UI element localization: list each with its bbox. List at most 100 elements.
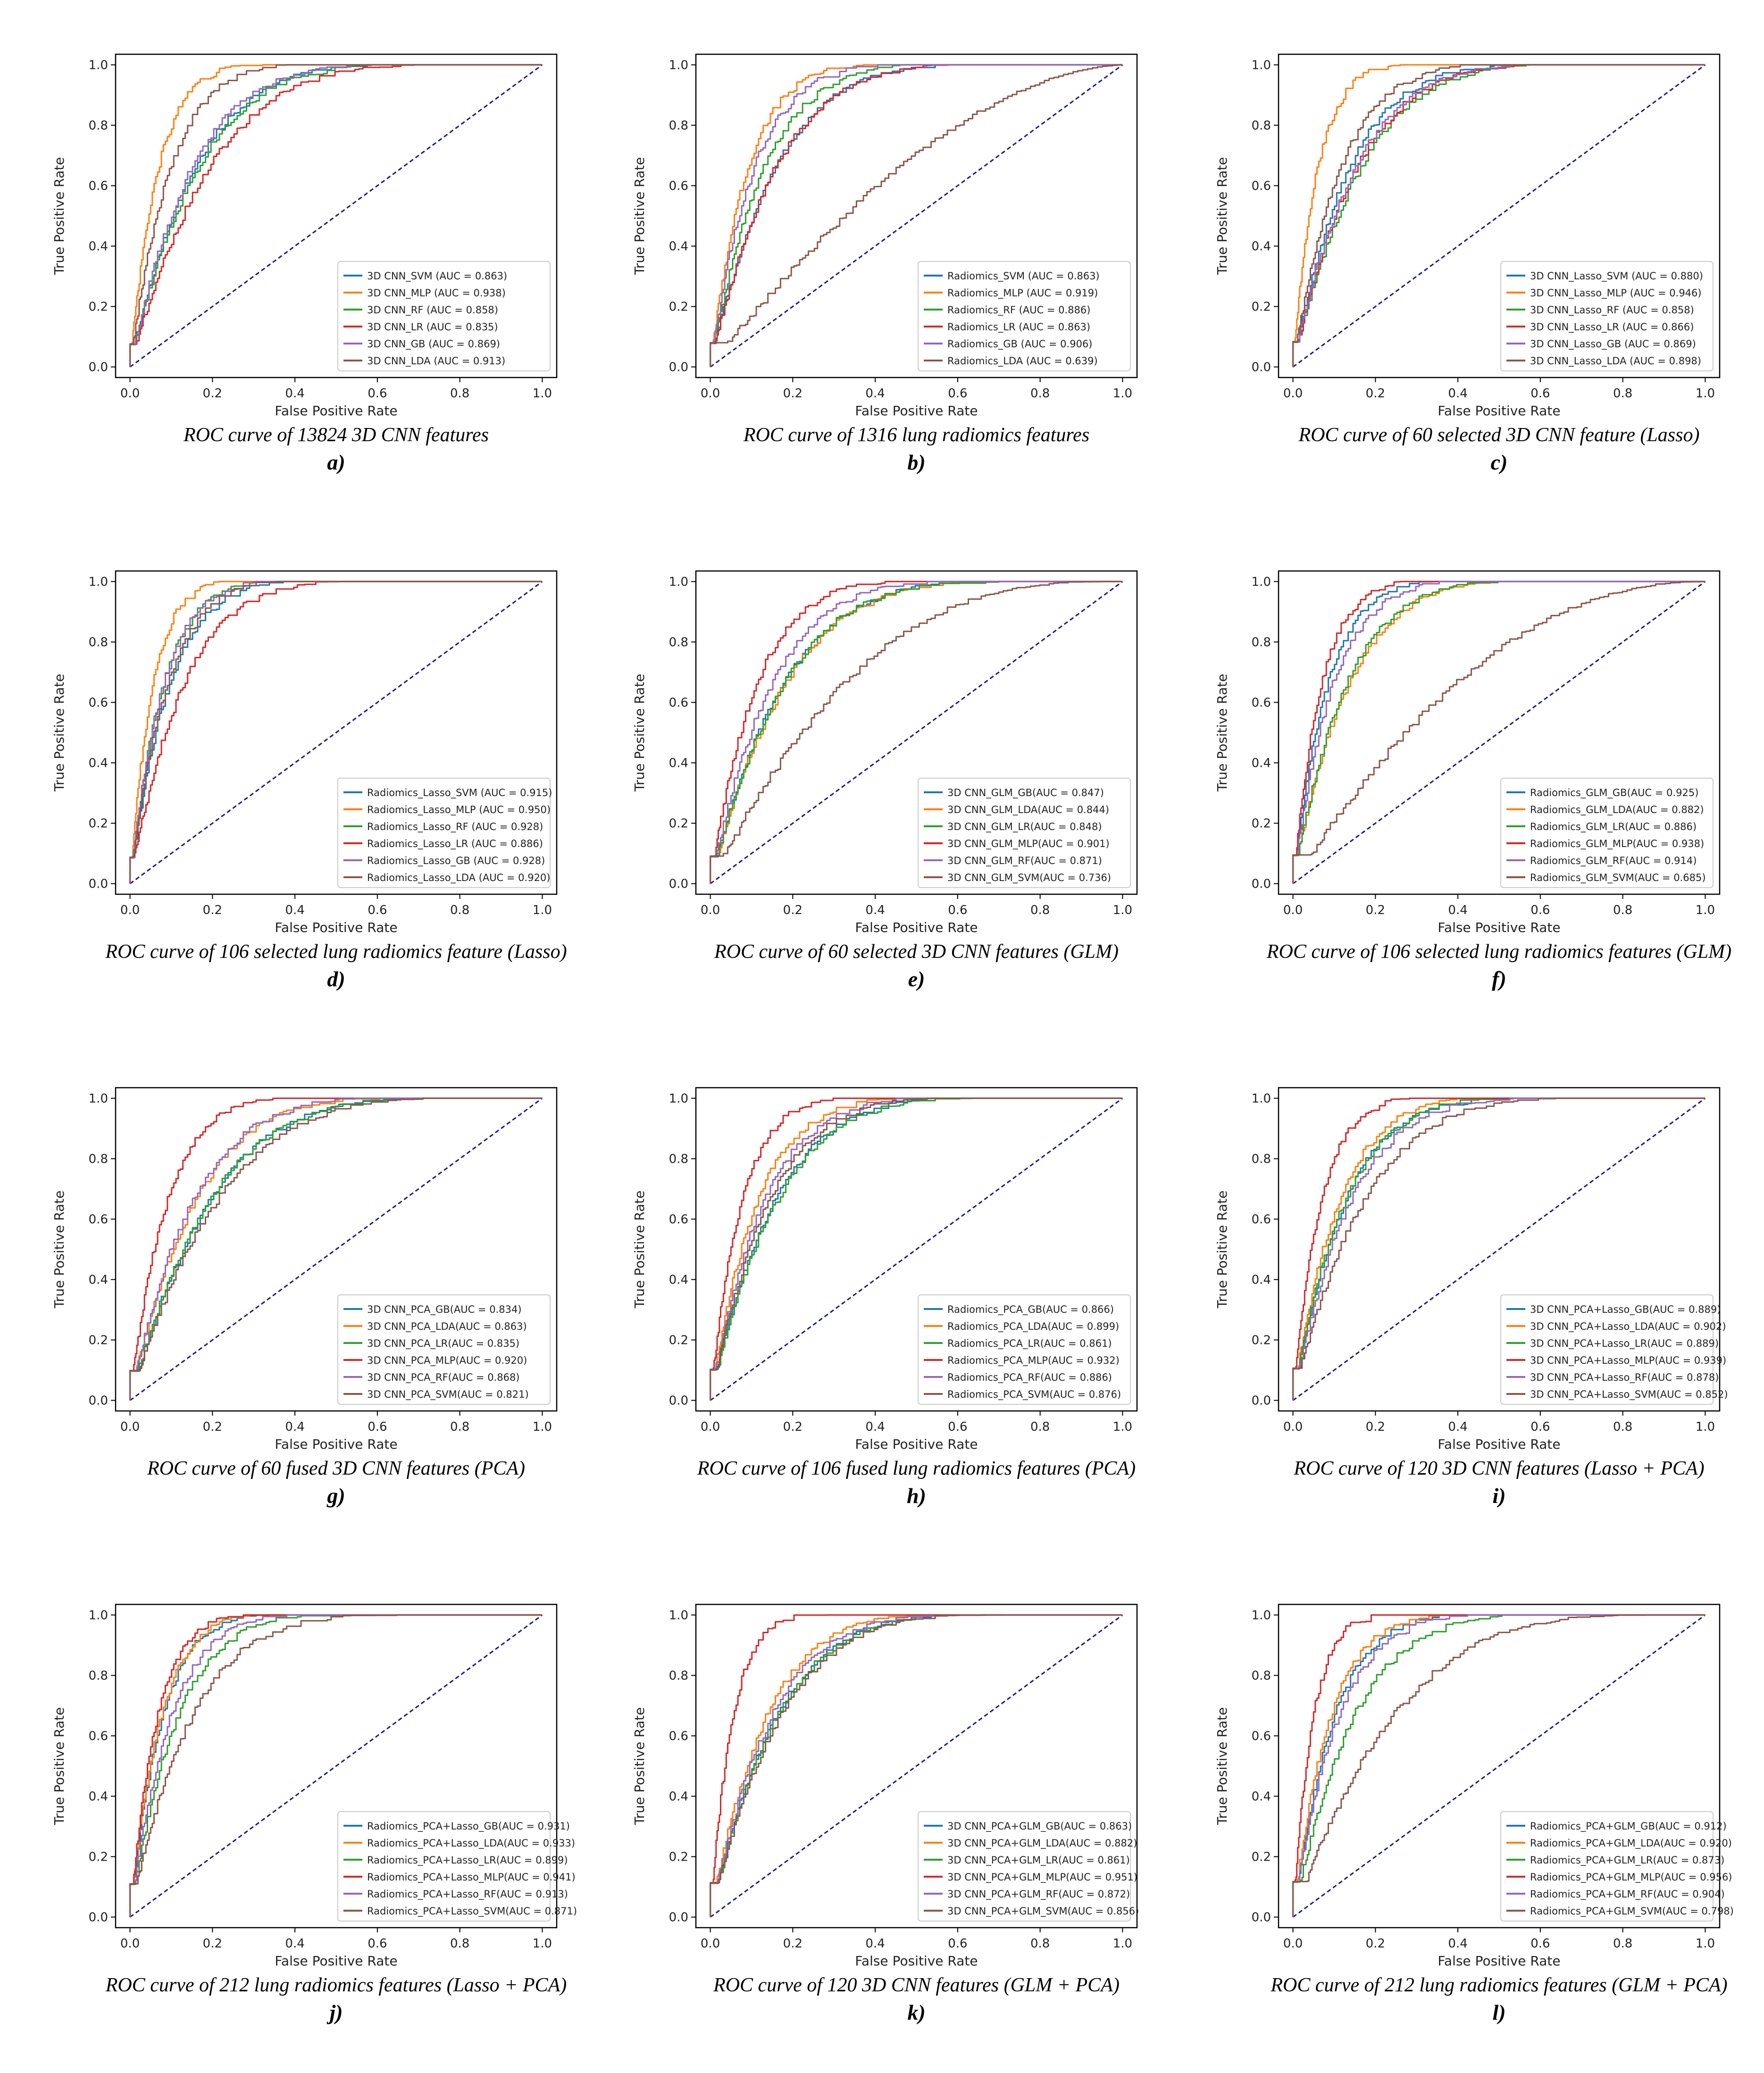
x-tick-label: 0.0 [701, 386, 720, 401]
y-tick-label: 1.0 [89, 1091, 108, 1106]
x-tick-label: 1.0 [1696, 1420, 1715, 1434]
chance-diagonal-line [1292, 1098, 1706, 1401]
x-tick-label: 0.6 [1530, 903, 1550, 917]
panel-letter: c) [1491, 450, 1508, 474]
legend-entry: 3D CNN_PCA+Lasso_GB(AUC = 0.889) [1530, 1304, 1721, 1316]
y-tick-label: 1.0 [669, 1091, 688, 1106]
x-tick-label: 0.2 [203, 1937, 222, 1951]
legend-entry: Radiomics_LDA (AUC = 0.639) [947, 355, 1098, 367]
legend-entry: 3D CNN_RF (AUC = 0.858) [367, 304, 498, 316]
x-axis-label: False Positive Rate [1438, 1953, 1560, 1969]
y-tick-label: 0.4 [669, 240, 688, 254]
x-tick-label: 0.2 [1366, 1420, 1385, 1434]
legend-entry: Radiomics_PCA_LDA(AUC = 0.899) [947, 1321, 1119, 1333]
y-tick-label: 0.0 [669, 1911, 688, 1925]
y-tick-label: 0.4 [1252, 1790, 1271, 1804]
legend-entry: 3D CNN_SVM (AUC = 0.863) [367, 270, 507, 282]
chance-diagonal-line [1292, 64, 1706, 368]
x-tick-label: 0.8 [1030, 1937, 1050, 1951]
x-tick-label: 1.0 [1696, 903, 1715, 917]
legend-entry: Radiomics_LR (AUC = 0.863) [947, 321, 1090, 333]
panel-letter: i) [1492, 1484, 1505, 1508]
panel-caption: ROC curve of 106 fused lung radiomics fe… [697, 1458, 1136, 1479]
roc-panel-e: 0.0 0.0 0.2 0.2 0.4 0.4 0.6 0.6 0.8 0.8 1.0 1.0 Fals… [632, 570, 1138, 991]
y-tick-label: 0.0 [89, 877, 108, 891]
x-tick-label: 0.0 [120, 1937, 140, 1951]
legend-entry: Radiomics_GLM_RF(AUC = 0.914) [1530, 855, 1697, 867]
x-axis-label: False Positive Rate [855, 1436, 978, 1452]
y-axis-label: True Positive Rate [51, 674, 67, 792]
x-tick-label: 0.6 [368, 1937, 387, 1951]
y-tick-label: 0.0 [669, 1394, 688, 1408]
x-tick-label: 0.6 [948, 1937, 967, 1951]
x-tick-label: 0.8 [450, 386, 469, 401]
roc-panel-k: 0.0 0.0 0.2 0.2 0.4 0.4 0.6 0.6 0.8 0.8 1.0 1.0 Fals… [632, 1603, 1139, 2024]
x-tick-label: 0.4 [865, 1420, 885, 1434]
legend-entry: Radiomics_PCA+GLM_LR(AUC = 0.873) [1530, 1855, 1724, 1866]
y-tick-label: 0.8 [1252, 1669, 1271, 1683]
legend-entry: 3D CNN_PCA+Lasso_LR(AUC = 0.889) [1530, 1338, 1719, 1350]
x-axis-label: False Positive Rate [855, 1953, 978, 1969]
y-tick-label: 0.4 [1252, 240, 1271, 254]
y-tick-label: 0.2 [1252, 817, 1271, 831]
y-tick-label: 0.2 [1252, 300, 1271, 314]
legend-entry: 3D CNN_Lasso_LR (AUC = 0.866) [1530, 321, 1694, 333]
legend-entry: Radiomics_PCA_RF(AUC = 0.886) [947, 1372, 1112, 1384]
legend-entry: Radiomics_GLM_LDA(AUC = 0.882) [1530, 804, 1704, 816]
y-axis-label: True Positive Rate [1214, 157, 1230, 275]
legend-box [1500, 261, 1714, 371]
roc-panel-d: 0.0 0.0 0.2 0.2 0.4 0.4 0.6 0.6 0.8 0.8 1.0 1.0 Fals… [51, 570, 567, 991]
plot-frame [695, 53, 1138, 378]
x-tick-label: 0.2 [203, 903, 222, 917]
legend-entry: 3D CNN_GLM_MLP(AUC = 0.901) [947, 838, 1110, 850]
roc-curve-brown [129, 64, 543, 367]
legend-box [1500, 778, 1714, 888]
legend-entry: 3D CNN_LDA (AUC = 0.913) [367, 355, 505, 367]
chance-diagonal-line [710, 1614, 1123, 1918]
legend-entry: 3D CNN_PCA+GLM_LDA(AUC = 0.882) [947, 1838, 1137, 1849]
y-tick-label: 1.0 [89, 575, 108, 589]
x-tick-label: 0.4 [285, 903, 304, 917]
y-tick-label: 1.0 [669, 58, 688, 72]
y-tick-label: 0.4 [89, 240, 108, 254]
legend-entry: 3D CNN_Lasso_GB (AUC = 0.869) [1530, 338, 1696, 350]
x-tick-label: 0.8 [1613, 1420, 1632, 1434]
y-tick-label: 0.8 [669, 635, 688, 649]
y-tick-label: 0.6 [669, 1729, 688, 1743]
x-axis-label: False Positive Rate [855, 920, 978, 935]
legend-box [918, 778, 1131, 888]
legend-entry: 3D CNN_PCA_MLP(AUC = 0.920) [367, 1355, 527, 1367]
legend-entry: 3D CNN_PCA_LDA(AUC = 0.863) [367, 1321, 527, 1333]
y-tick-label: 1.0 [1252, 1608, 1271, 1622]
plot-frame [1278, 570, 1721, 895]
panel-caption: ROC curve of 60 fused 3D CNN features (P… [147, 1458, 525, 1479]
y-tick-label: 0.0 [669, 361, 688, 375]
panel-caption: ROC curve of 106 selected lung radiomics… [105, 941, 567, 963]
y-tick-label: 0.0 [1252, 361, 1271, 375]
x-tick-label: 1.0 [533, 1420, 552, 1434]
roc-curve-brown [710, 580, 1123, 884]
x-tick-label: 0.6 [368, 386, 387, 401]
plot-frame [1278, 1603, 1721, 1929]
x-tick-label: 0.0 [1283, 1420, 1303, 1434]
y-tick-label: 0.8 [1252, 1152, 1271, 1166]
x-tick-label: 0.8 [450, 903, 469, 917]
x-tick-label: 0.8 [450, 1420, 469, 1434]
legend-entry: 3D CNN_Lasso_SVM (AUC = 0.880) [1530, 270, 1703, 282]
roc-curve-green [710, 580, 1123, 884]
legend-entry: 3D CNN_PCA+Lasso_LDA(AUC = 0.902) [1530, 1321, 1726, 1333]
y-tick-label: 0.0 [1252, 1911, 1271, 1925]
x-axis-label: False Positive Rate [855, 403, 978, 419]
roc-curve-purple [710, 64, 1123, 367]
panel-caption: ROC curve of 60 selected 3D CNN feature … [1298, 424, 1700, 446]
legend-entry: Radiomics_Lasso_GB (AUC = 0.928) [367, 855, 545, 867]
x-tick-label: 0.0 [1283, 386, 1303, 401]
y-tick-label: 0.8 [89, 635, 108, 649]
legend-entry: Radiomics_PCA+Lasso_MLP(AUC = 0.941) [367, 1872, 576, 1883]
y-axis-label: True Positive Rate [632, 157, 647, 275]
x-tick-label: 0.6 [948, 1420, 967, 1434]
y-tick-label: 0.4 [669, 1273, 688, 1287]
y-tick-label: 0.8 [669, 1152, 688, 1166]
y-tick-label: 0.0 [89, 1394, 108, 1408]
